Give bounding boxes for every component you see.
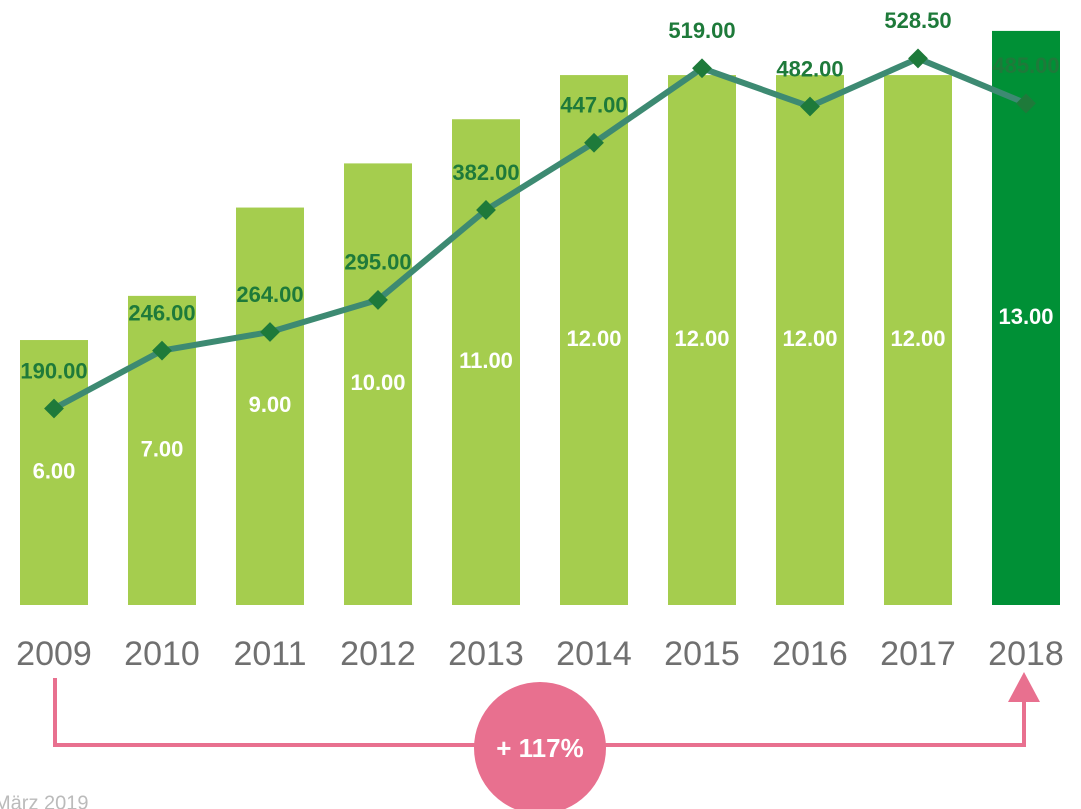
bar-label: 9.00	[249, 392, 292, 417]
x-tick-label: 2011	[233, 635, 306, 673]
line-label: 295.00	[344, 250, 411, 275]
bar-label: 11.00	[459, 348, 513, 373]
line-label: 447.00	[560, 93, 627, 118]
bar	[884, 75, 952, 605]
line-label: 519.00	[668, 18, 735, 43]
line-label: 528.50	[884, 8, 951, 33]
bar	[236, 207, 304, 605]
x-tick-label: 2018	[988, 635, 1064, 673]
annotation-circle	[474, 682, 606, 809]
annotation: + 117%	[496, 733, 583, 763]
x-tick-label: 2016	[772, 635, 848, 673]
bar	[344, 163, 412, 605]
x-tick-label: 2014	[556, 635, 632, 673]
bar-label: 7.00	[141, 436, 184, 461]
bar	[20, 340, 88, 605]
bar-label: 12.00	[890, 326, 945, 351]
marker	[260, 322, 280, 342]
line-label: 190.00	[20, 358, 87, 383]
x-tick-label: 2013	[448, 635, 524, 673]
marker	[908, 48, 928, 69]
bar-label: 6.00	[33, 458, 76, 483]
bar-label: 10.00	[350, 370, 405, 395]
line-label: 482.00	[776, 56, 843, 81]
line-label: 246.00	[128, 300, 195, 325]
line-label: 264.00	[236, 282, 303, 307]
marker	[368, 290, 388, 310]
line	[52, 55, 1028, 412]
x-tick-label: 2015	[664, 635, 740, 673]
bar-label: 12.00	[674, 326, 729, 351]
x-tick-label: 2017	[880, 635, 956, 673]
arrow-head	[1008, 672, 1040, 702]
bar	[560, 75, 628, 605]
bar-label: 13.00	[998, 304, 1053, 329]
marker	[476, 200, 496, 220]
line-label: 382.00	[452, 160, 519, 185]
bar-label: 12.00	[782, 326, 837, 351]
bar	[668, 75, 736, 605]
marker	[152, 340, 172, 361]
x-tick-label: 2012	[340, 635, 416, 673]
footnote: März 2019	[0, 792, 89, 809]
marker	[44, 398, 64, 419]
bar	[992, 30, 1060, 605]
bar	[776, 75, 844, 605]
x-tick-label: 2009	[16, 635, 92, 673]
line-label: 485.00	[992, 53, 1059, 78]
bar-label: 12.00	[566, 326, 621, 351]
x-tick-label: 2010	[124, 635, 200, 673]
